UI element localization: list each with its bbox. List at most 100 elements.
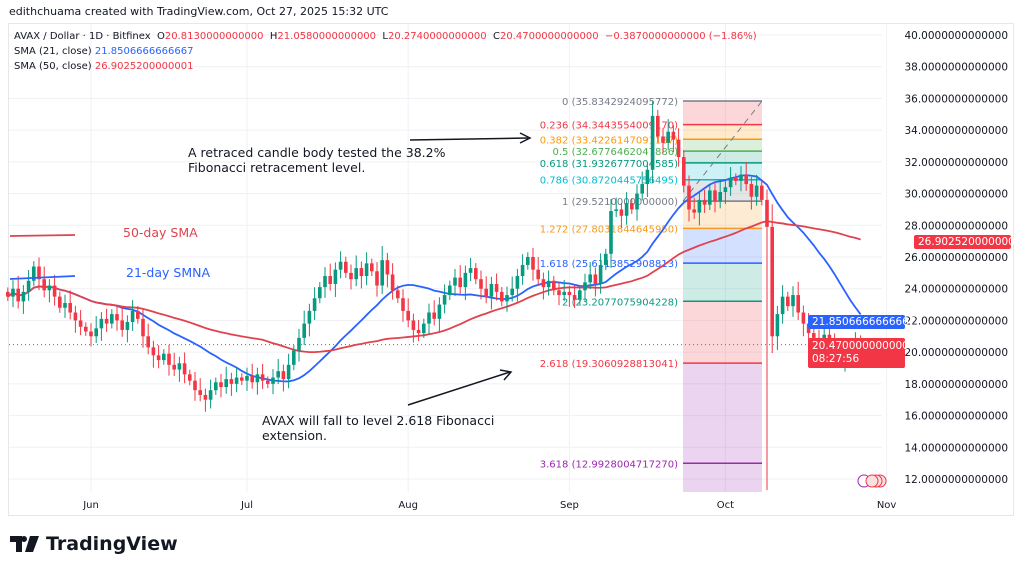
- x-tick-label: Jun: [82, 500, 99, 511]
- candle-body: [224, 379, 228, 388]
- arrow-top: [409, 137, 529, 141]
- candle-body: [172, 364, 176, 370]
- candle-body: [167, 353, 171, 365]
- candle-body: [302, 323, 306, 338]
- candle-body: [552, 280, 556, 291]
- candle-body: [687, 185, 691, 210]
- sma21-legend[interactable]: SMA (21, close) 21.8506666666667: [14, 44, 757, 59]
- candle-body: [323, 276, 327, 288]
- candle-body: [609, 211, 613, 254]
- sma50-value: 26.9025200000001: [94, 61, 194, 72]
- fib-level-label: 2 (23.2077075904228): [562, 297, 678, 308]
- y-tick-label: 14.0000000000000: [904, 442, 1008, 454]
- candle-body: [281, 371, 286, 380]
- tradingview-logo-icon: [10, 536, 39, 552]
- candle-body: [427, 312, 431, 324]
- candle-body: [484, 288, 488, 297]
- candle-body: [89, 331, 93, 337]
- candle-body: [68, 302, 72, 313]
- y-tick-label: 18.0000000000000: [904, 379, 1008, 391]
- candle-body: [182, 363, 187, 375]
- bar-countdown: 08:27:56: [812, 353, 860, 365]
- fib-band: [683, 101, 762, 125]
- candle-body: [380, 260, 384, 286]
- candle-body: [78, 320, 83, 327]
- candle-body: [682, 157, 686, 186]
- sma21-price-badge: 21.8506666666667: [808, 315, 916, 329]
- candle-body: [47, 285, 52, 291]
- sma50-price-badge: 26.9025200000001: [914, 235, 1022, 249]
- fib-band: [683, 463, 762, 492]
- candle-body: [390, 274, 395, 291]
- candle-body: [203, 394, 208, 400]
- chart-pane[interactable]: [8, 23, 1014, 516]
- candle-body: [728, 177, 733, 188]
- candle-body: [510, 288, 514, 296]
- candle-body: [370, 263, 374, 272]
- candle-body: [312, 298, 317, 311]
- candle-body: [770, 226, 774, 337]
- candle-body: [307, 310, 312, 324]
- candle-body: [104, 318, 109, 324]
- candle-body: [676, 139, 681, 158]
- y-tick-label: 12.0000000000000: [904, 474, 1008, 486]
- candle-body: [141, 318, 145, 337]
- sma50-legend[interactable]: SMA (50, close) 26.9025200000001: [14, 59, 757, 74]
- candle-body: [635, 193, 639, 210]
- close-label: C: [492, 31, 500, 42]
- y-tick-label: 40.0000000000000: [904, 30, 1008, 42]
- fib-band: [683, 139, 762, 152]
- candle-body: [42, 279, 46, 291]
- candle-body: [572, 295, 577, 300]
- candle-body: [286, 364, 291, 380]
- last-price-badge: 20.4700000000000 08:27:56: [808, 338, 916, 368]
- fib-band: [683, 162, 762, 180]
- y-tick-label: 38.0000000000000: [904, 62, 1008, 74]
- y-tick-label: 34.0000000000000: [904, 125, 1008, 137]
- y-tick-label: 36.0000000000000: [904, 93, 1008, 105]
- candle-body: [645, 169, 650, 185]
- candle-body: [604, 253, 608, 265]
- candle-body: [541, 279, 546, 288]
- sma50-label: SMA (50, close): [14, 61, 92, 72]
- candle-body: [318, 287, 322, 299]
- sma21-line: [7, 174, 862, 383]
- open-label: O: [157, 31, 165, 42]
- candle-body: [271, 377, 275, 384]
- fib-level-label: 0.618 (31.9326777004585): [540, 159, 678, 170]
- sma21-legend-line: [9, 275, 76, 280]
- candle-body: [146, 336, 150, 348]
- candle-body: [442, 295, 447, 305]
- candle-body: [656, 115, 660, 137]
- candle-body: [344, 261, 348, 273]
- candle-body: [531, 256, 535, 270]
- candle-body: [812, 333, 816, 338]
- candle-body: [234, 377, 239, 384]
- fib-band: [683, 263, 762, 302]
- candle-body: [536, 269, 540, 280]
- candle-body: [671, 131, 676, 140]
- low-label: L: [382, 31, 388, 42]
- candle-body: [354, 268, 358, 280]
- tradingview-logo[interactable]: TradingView: [10, 533, 178, 555]
- last-price: 20.4700000000000: [812, 340, 916, 352]
- candle-body: [739, 174, 743, 181]
- candle-body: [458, 277, 462, 288]
- candle-body: [219, 382, 223, 388]
- candle-body: [401, 298, 405, 311]
- candle-body: [255, 374, 260, 383]
- candle-body: [229, 379, 234, 384]
- candle-body: [375, 271, 379, 286]
- candle-body: [276, 371, 280, 378]
- candle-body: [188, 374, 192, 381]
- fib-band: [683, 228, 762, 264]
- fib-level-label: 0.5 (32.6776462047886): [553, 147, 679, 158]
- x-tick-label: Jul: [240, 500, 253, 511]
- candle-body: [411, 320, 416, 330]
- fib-level-label: 0.236 (34.3443554009170): [540, 121, 678, 132]
- arrowhead-top-icon: [519, 132, 532, 144]
- candle-body: [692, 209, 696, 213]
- symbol-label[interactable]: AVAX / Dollar · 1D · Bitfinex: [14, 31, 151, 42]
- candle-body: [214, 382, 218, 391]
